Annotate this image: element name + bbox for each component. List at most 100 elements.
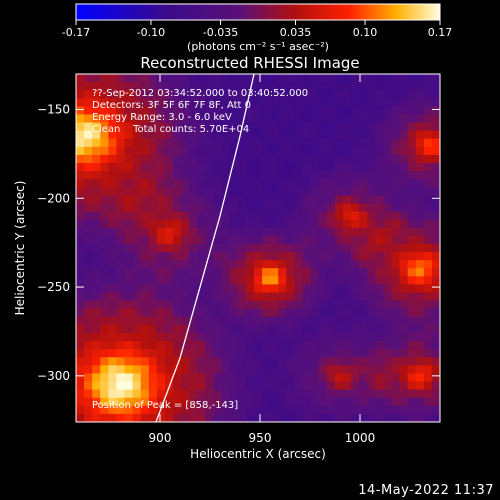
heatmap-cell [359,122,368,132]
heatmap-cell [108,82,118,91]
heatmap-cell [383,397,393,407]
heatmap-cell [278,252,287,261]
heatmap-cell [92,397,101,407]
x-tick-label: 1000 [345,431,376,445]
y-tick-label: −300 [37,369,70,383]
heatmap-cell [100,413,109,422]
heatmap-cell [326,284,336,294]
heatmap-cell [270,260,279,269]
heatmap-cell [351,243,360,253]
heatmap-cell [278,195,287,205]
heatmap-cell [415,332,425,342]
heatmap-cell [205,381,215,391]
heatmap-cell [367,252,376,261]
heatmap-cell [310,324,320,334]
heatmap-cell [229,357,239,366]
heatmap-cell [205,211,215,221]
heatmap-cell [124,106,134,116]
heatmap-cell [415,300,425,310]
heatmap-cell [399,276,409,286]
heatmap-cell [351,211,360,221]
heatmap-cell [367,219,376,229]
heatmap-cell [100,146,109,156]
heatmap-cell [262,82,271,91]
heatmap-cell [262,413,271,422]
heatmap-cell [84,284,93,294]
heatmap-cell [84,154,93,164]
heatmap-cell [342,98,352,107]
heatmap-cell [132,381,142,391]
heatmap-cell [262,98,271,107]
heatmap-cell [189,413,198,422]
heatmap-cell [342,316,352,326]
heatmap-cell [156,276,166,286]
heatmap-cell [367,308,376,318]
heatmap-cell [367,373,376,383]
heatmap-cell [423,292,433,302]
heatmap-cell [399,243,409,253]
heatmap-cell [431,106,440,116]
heatmap-cell [407,235,417,245]
heatmap-cell [205,341,215,350]
heatmap-cell [84,405,93,415]
heatmap-cell [108,373,118,383]
heatmap-cell [189,381,198,391]
heatmap-cell [375,357,384,366]
heatmap-cell [326,300,336,310]
heatmap-cell [278,349,287,358]
heatmap-cell [415,316,425,326]
heatmap-cell [423,179,433,188]
heatmap-cell [229,211,239,221]
heatmap-cell [76,332,85,342]
heatmap-cell [342,171,352,180]
heatmap-cell [302,146,312,156]
heatmap-cell [237,365,247,375]
heatmap-cell [375,203,384,213]
heatmap-cell [423,130,433,140]
heatmap-cell [351,130,360,140]
heatmap-cell [326,341,336,350]
heatmap-cell [367,243,376,253]
heatmap-cell [383,211,393,221]
heatmap-cell [181,373,190,383]
heatmap-cell [326,252,336,261]
heatmap-cell [173,405,182,415]
heatmap-cell [375,171,384,180]
heatmap-cell [415,74,425,83]
heatmap-cell [140,284,150,294]
heatmap-cell [132,276,142,286]
heatmap-cell [294,365,304,375]
heatmap-cell [229,114,239,124]
heatmap-cell [92,381,101,391]
heatmap-cell [221,365,231,375]
heatmap-cell [197,284,207,294]
heatmap-cell [423,138,433,148]
heatmap-cell [148,98,158,107]
heatmap-cell [213,114,223,124]
heatmap-cell [245,268,255,277]
heatmap-cell [415,146,425,156]
heatmap-cell [189,146,198,156]
heatmap-cell [391,284,401,294]
heatmap-cell [253,82,263,91]
heatmap-cell [407,260,417,269]
heatmap-cell [342,252,352,261]
heatmap-cell [326,98,336,107]
heatmap-cell [253,90,263,99]
heatmap-cell [76,98,85,107]
heatmap-cell [270,114,279,124]
heatmap-cell [302,324,312,334]
heatmap-cell [189,284,198,294]
heatmap-cell [100,171,109,180]
heatmap-cell [310,341,320,350]
heatmap-cell [237,171,247,180]
heatmap-cell [132,130,142,140]
heatmap-cell [173,349,182,358]
heatmap-cell [245,276,255,286]
heatmap-cell [310,308,320,318]
heatmap-cell [415,130,425,140]
heatmap-cell [431,138,440,148]
heatmap-cell [229,235,239,245]
heatmap-cell [245,227,255,237]
heatmap-cell [229,130,239,140]
